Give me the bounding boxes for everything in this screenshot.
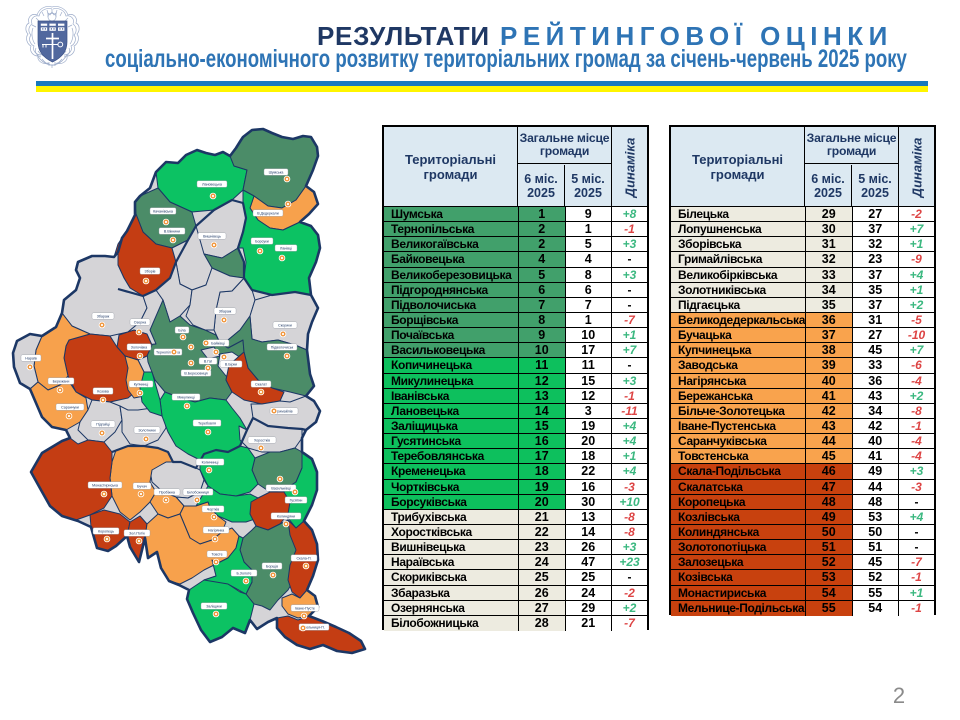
- svg-text:Байківці: Байківці: [211, 341, 225, 345]
- svg-text:Мельниця-П.: Мельниця-П.: [303, 625, 325, 629]
- svg-text:Скалат: Скалат: [255, 382, 267, 386]
- svg-text:Саранчуки: Саранчуки: [61, 405, 79, 409]
- svg-text:Б.Золоте: Б.Золоте: [236, 571, 251, 575]
- svg-text:Білобожниця: Білобожниця: [187, 490, 209, 494]
- svg-text:Лановецька: Лановецька: [202, 182, 222, 186]
- svg-text:Скорики: Скорики: [278, 323, 292, 327]
- svg-text:Бережани: Бережани: [53, 379, 70, 383]
- svg-text:Іване-Пусте: Іване-Пусте: [295, 606, 315, 610]
- svg-text:Нараїв: Нараїв: [25, 356, 37, 360]
- svg-text:Зборів: Зборів: [145, 269, 156, 273]
- svg-text:Озерна: Озерна: [134, 320, 146, 324]
- svg-text:Васильківці: Васильківці: [271, 486, 291, 490]
- svg-text:Чортків: Чортків: [207, 507, 219, 511]
- svg-text:Тернопільська: Тернопільська: [156, 350, 180, 354]
- svg-text:Скала-П.: Скала-П.: [296, 556, 311, 560]
- svg-text:Ланівці: Ланівці: [280, 246, 292, 250]
- svg-text:Бучач: Бучач: [137, 484, 147, 488]
- svg-text:В.Вікнини: В.Вікнини: [164, 229, 180, 233]
- svg-text:Качанівська: Качанівська: [153, 209, 173, 213]
- svg-text:Золочівка: Золочівка: [131, 345, 147, 349]
- svg-text:Пробіжна: Пробіжна: [159, 490, 175, 494]
- svg-text:Товсте: Товсте: [211, 552, 222, 556]
- svg-text:В.Бірки: В.Бірки: [225, 362, 237, 366]
- svg-text:Нагірянка: Нагірянка: [208, 528, 224, 532]
- svg-text:Монастириська: Монастириська: [92, 483, 118, 487]
- svg-text:Копичинці: Копичинці: [202, 460, 219, 464]
- svg-text:Золотники: Золотники: [138, 428, 155, 432]
- svg-text:В.Дедеркали: В.Дедеркали: [257, 211, 279, 215]
- svg-text:Колиндяни: Колиндяни: [277, 514, 295, 518]
- svg-text:Підволочиськ: Підволочиськ: [271, 345, 294, 349]
- svg-text:Шумська: Шумська: [269, 170, 284, 174]
- svg-text:Вишнівець: Вишнівець: [203, 234, 221, 238]
- svg-text:Теребовля: Теребовля: [198, 421, 216, 425]
- svg-text:Збараж: Збараж: [219, 309, 232, 313]
- svg-text:Біла: Біла: [178, 328, 185, 332]
- svg-text:Гусятин: Гусятин: [290, 498, 303, 502]
- svg-text:Заліщики: Заліщики: [206, 604, 222, 608]
- svg-text:Борщів: Борщів: [266, 564, 278, 568]
- svg-text:В.Березовиця: В.Березовиця: [184, 371, 207, 375]
- svg-text:Підгайці: Підгайці: [96, 422, 110, 426]
- svg-text:Збараж: Збараж: [97, 314, 110, 318]
- svg-text:Купчинці: Купчинці: [134, 382, 149, 386]
- svg-text:Зол.Потік: Зол.Потік: [129, 531, 145, 535]
- svg-text:Борсуки: Борсуки: [255, 239, 269, 243]
- svg-text:Коропець: Коропець: [98, 529, 114, 533]
- svg-text:Гримайлів: Гримайлів: [275, 409, 292, 413]
- svg-text:Хоростків: Хоростків: [254, 438, 270, 442]
- svg-text:Микулинці: Микулинці: [177, 395, 194, 399]
- svg-text:Козова: Козова: [97, 389, 109, 393]
- svg-text:В.Гаї: В.Гаї: [204, 359, 212, 363]
